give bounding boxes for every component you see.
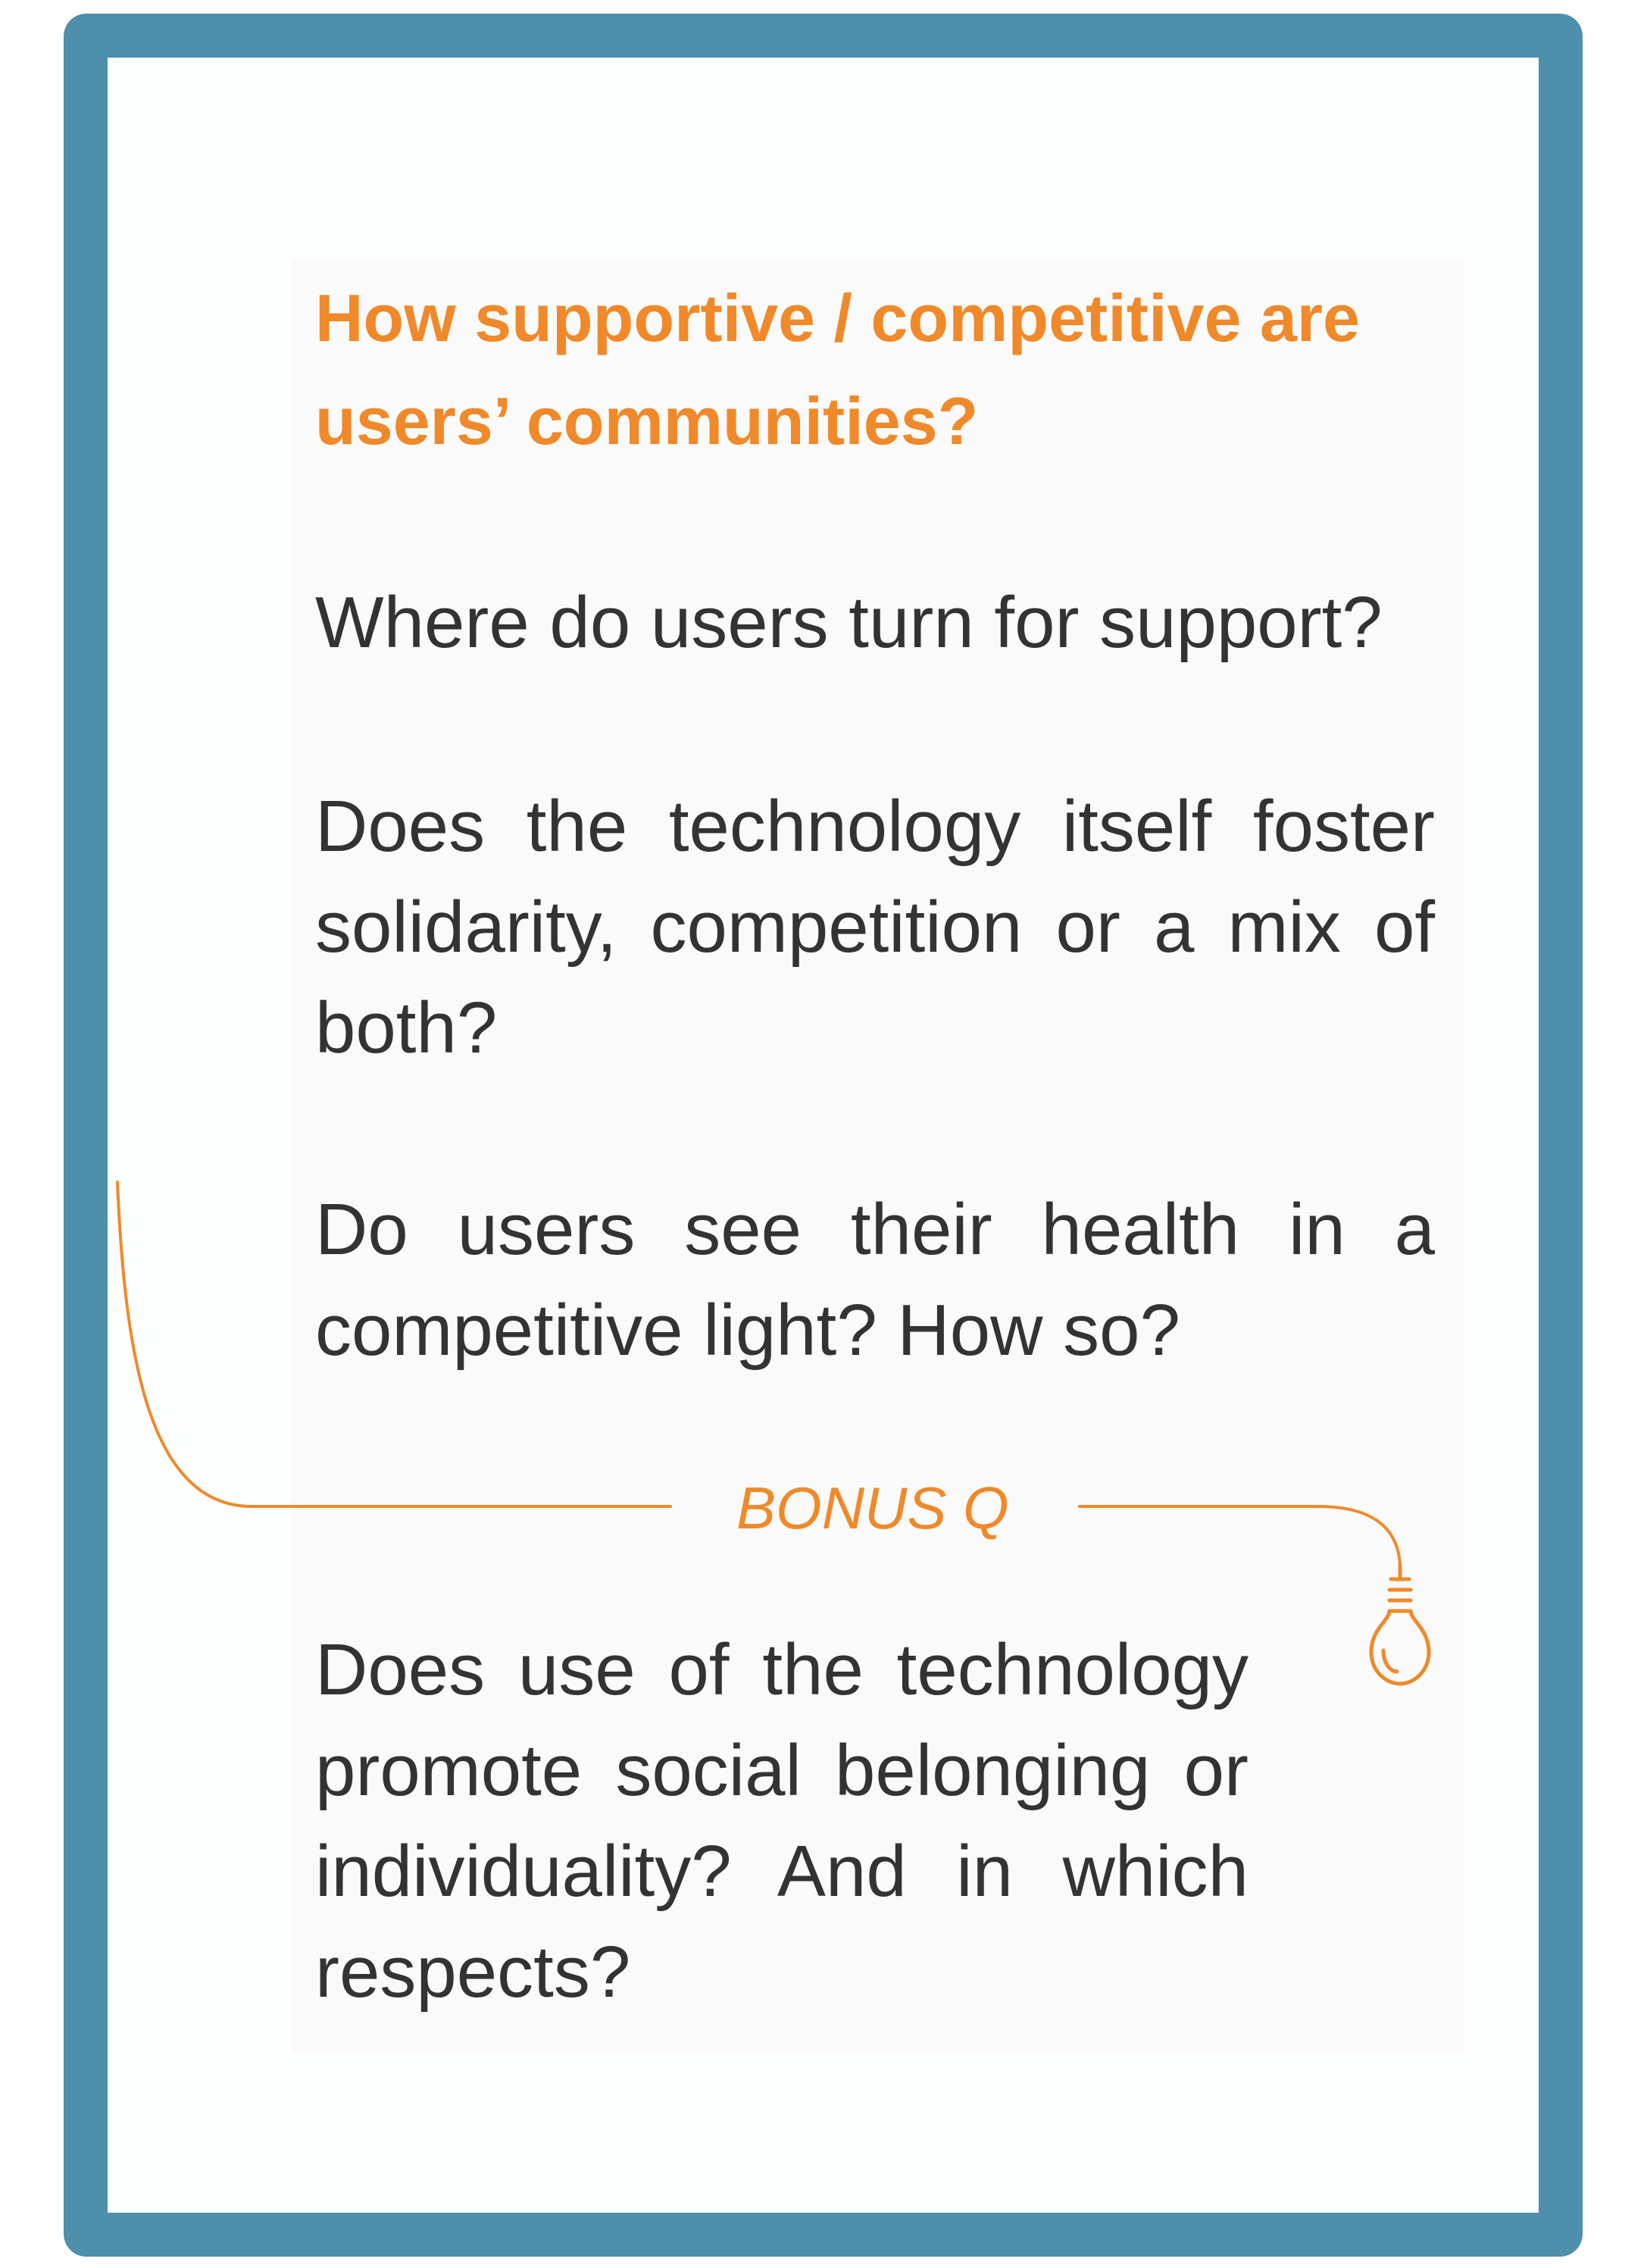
bonus-question: Does use of the technology promote socia… [315,1629,1249,2013]
question-support: Where do users turn for support? [315,582,1383,663]
question-competitive-health: Do users see their health in a competiti… [315,1189,1435,1371]
question-solidarity: Does the technology itself foster solida… [315,786,1435,1068]
card-heading: How supportive / competitive are users’ … [315,280,1360,458]
bonus-label: BONUS Q [736,1475,1009,1541]
question-panel [291,259,1464,2052]
